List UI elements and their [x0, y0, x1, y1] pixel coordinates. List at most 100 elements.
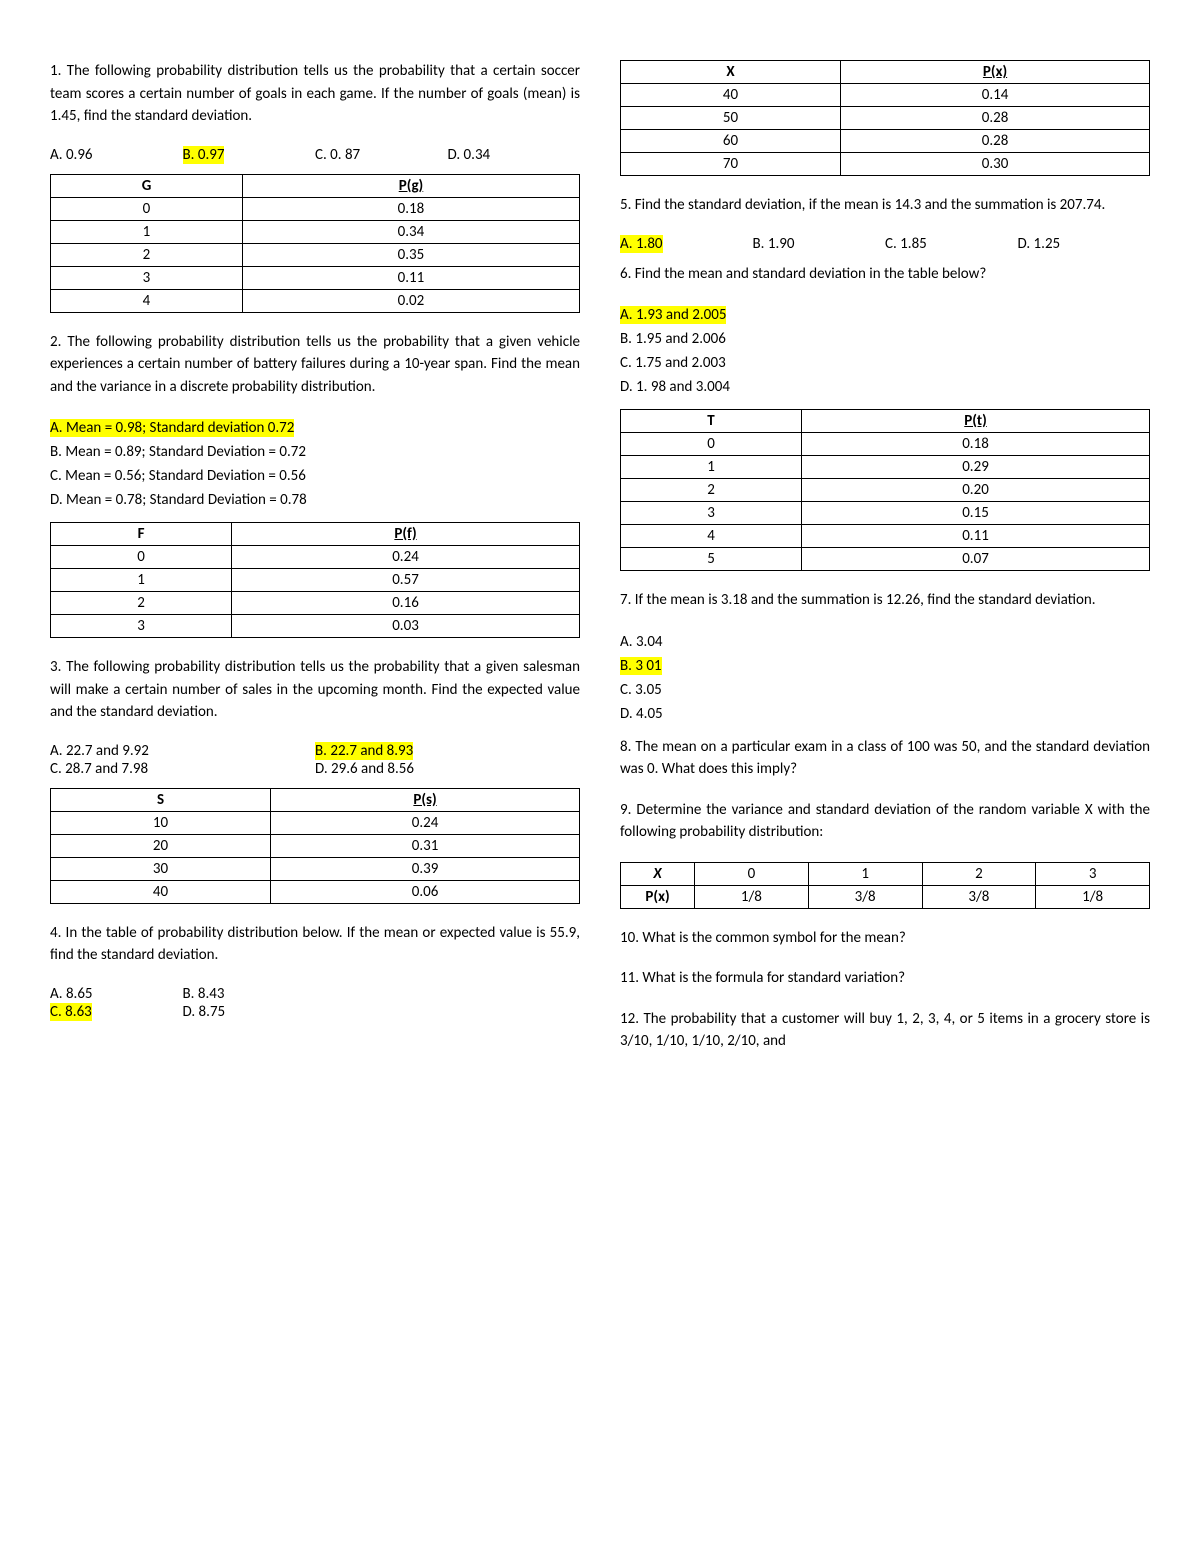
- table-cell: 0.28: [841, 130, 1150, 153]
- table-cell: 2: [922, 862, 1036, 885]
- q5-choice-b: B. 1.90: [753, 235, 886, 253]
- table-cell: 0.35: [242, 243, 579, 266]
- q1-choice-c: C. 0. 87: [315, 146, 448, 164]
- table-cell: 0.20: [802, 479, 1150, 502]
- q5-choice-c: C. 1.85: [885, 235, 1018, 253]
- q6-choice-a: A. 1.93 and 2.005: [620, 303, 1150, 327]
- q7-choice-a: A. 3.04: [620, 630, 1150, 654]
- q3-choice-a: A. 22.7 and 9.92: [50, 742, 315, 760]
- q4-choice-d: D. 8.75: [183, 1003, 581, 1021]
- q2-choices: A. Mean = 0.98; Standard deviation 0.72 …: [50, 416, 580, 512]
- q5-choices: A. 1.80 B. 1.90 C. 1.85 D. 1.25: [620, 235, 1150, 253]
- q4-th2: P(x): [841, 61, 1150, 84]
- q1-choice-b: B. 0.97: [183, 146, 316, 164]
- q4-choice-a: A. 8.65: [50, 985, 183, 1003]
- q1-choice-a: A. 0.96: [50, 146, 183, 164]
- table-cell: 4: [621, 525, 802, 548]
- table-cell: 40: [621, 84, 841, 107]
- right-column: XP(x) 400.14 500.28 600.28 700.30 5. Fin…: [620, 60, 1150, 1071]
- table-cell: 10: [51, 811, 271, 834]
- q3-choice-d: D. 29.6 and 8.56: [315, 760, 580, 778]
- table-cell: 0.28: [841, 107, 1150, 130]
- q7-choice-d: D. 4.05: [620, 702, 1150, 726]
- table-cell: 1: [51, 569, 232, 592]
- q2-choice-c: C. Mean = 0.56; Standard Deviation = 0.5…: [50, 464, 580, 488]
- q4-table: XP(x) 400.14 500.28 600.28 700.30: [620, 60, 1150, 176]
- table-cell: 0.24: [271, 811, 580, 834]
- table-cell: 0.18: [242, 197, 579, 220]
- table-cell: 2: [51, 592, 232, 615]
- table-cell: 0.03: [232, 615, 580, 638]
- question-11: 11. What is the formula for standard var…: [620, 967, 1150, 990]
- table-cell: 0: [51, 546, 232, 569]
- table-cell: 0.18: [802, 433, 1150, 456]
- q3-th1: S: [51, 788, 271, 811]
- q3-choice-b: B. 22.7 and 8.93: [315, 742, 580, 760]
- question-9: 9. Determine the variance and standard d…: [620, 799, 1150, 844]
- table-cell: 0.02: [242, 289, 579, 312]
- table-cell: 0: [695, 862, 809, 885]
- table-cell: 1/8: [695, 885, 809, 908]
- q6-th1: T: [621, 410, 802, 433]
- q2-choice-a: A. Mean = 0.98; Standard deviation 0.72: [50, 416, 580, 440]
- question-5: 5. Find the standard deviation, if the m…: [620, 194, 1150, 217]
- table-cell: 30: [51, 857, 271, 880]
- q6-choices: A. 1.93 and 2.005 B. 1.95 and 2.006 C. 1…: [620, 303, 1150, 399]
- table-cell: 0.07: [802, 548, 1150, 571]
- q2-table: FP(f) 00.24 10.57 20.16 30.03: [50, 522, 580, 638]
- table-cell: 20: [51, 834, 271, 857]
- table-cell: 5: [621, 548, 802, 571]
- q2-choice-d: D. Mean = 0.78; Standard Deviation = 0.7…: [50, 488, 580, 512]
- q3-choices: A. 22.7 and 9.92 B. 22.7 and 8.93 C. 28.…: [50, 742, 580, 778]
- table-cell: 70: [621, 153, 841, 176]
- table-cell: 0.15: [802, 502, 1150, 525]
- table-cell: 1/8: [1036, 885, 1150, 908]
- table-cell: 0: [621, 433, 802, 456]
- table-cell: 50: [621, 107, 841, 130]
- table-cell: 3: [51, 266, 243, 289]
- table-cell: 0.11: [802, 525, 1150, 548]
- left-column: 1. The following probability distributio…: [50, 60, 580, 1071]
- q3-choice-c: C. 28.7 and 7.98: [50, 760, 315, 778]
- table-cell: 0.11: [242, 266, 579, 289]
- table-cell: 2: [51, 243, 243, 266]
- question-8: 8. The mean on a particular exam in a cl…: [620, 736, 1150, 781]
- table-cell: 3/8: [922, 885, 1036, 908]
- q7-choice-c: C. 3.05: [620, 678, 1150, 702]
- table-cell: 0: [51, 197, 243, 220]
- q2-choice-b: B. Mean = 0.89; Standard Deviation = 0.7…: [50, 440, 580, 464]
- table-cell: 0.30: [841, 153, 1150, 176]
- q5-choice-d: D. 1.25: [1018, 235, 1151, 253]
- table-cell: 60: [621, 130, 841, 153]
- q2-th2: P(f): [232, 523, 580, 546]
- table-cell: 40: [51, 880, 271, 903]
- q1-choice-d: D. 0.34: [448, 146, 581, 164]
- q4-choice-c: C. 8.63: [50, 1003, 183, 1021]
- table-cell: 0.39: [271, 857, 580, 880]
- q6-th2: P(t): [802, 410, 1150, 433]
- table-cell: 1: [621, 456, 802, 479]
- table-cell: 0.16: [232, 592, 580, 615]
- table-cell: 0.06: [271, 880, 580, 903]
- q4-th1: X: [621, 61, 841, 84]
- q9-th2: P(x): [621, 885, 695, 908]
- table-cell: 1: [808, 862, 922, 885]
- q6-table: TP(t) 00.18 10.29 20.20 30.15 40.11 50.0…: [620, 409, 1150, 571]
- table-cell: 3/8: [808, 885, 922, 908]
- table-cell: 3: [1036, 862, 1150, 885]
- page: 1. The following probability distributio…: [50, 60, 1150, 1071]
- q4-choice-b: B. 8.43: [183, 985, 581, 1003]
- q1-th2: P(g): [242, 174, 579, 197]
- q6-choice-b: B. 1.95 and 2.006: [620, 327, 1150, 351]
- table-cell: 0.29: [802, 456, 1150, 479]
- question-1: 1. The following probability distributio…: [50, 60, 580, 128]
- q1-choices: A. 0.96 B. 0.97 C. 0. 87 D. 0.34: [50, 146, 580, 164]
- table-cell: 2: [621, 479, 802, 502]
- table-cell: 1: [51, 220, 243, 243]
- q3-table: SP(s) 100.24 200.31 300.39 400.06: [50, 788, 580, 904]
- table-cell: 0.34: [242, 220, 579, 243]
- question-7: 7. If the mean is 3.18 and the summation…: [620, 589, 1150, 612]
- q1-th1: G: [51, 174, 243, 197]
- q6-choice-d: D. 1. 98 and 3.004: [620, 375, 1150, 399]
- q6-choice-c: C. 1.75 and 2.003: [620, 351, 1150, 375]
